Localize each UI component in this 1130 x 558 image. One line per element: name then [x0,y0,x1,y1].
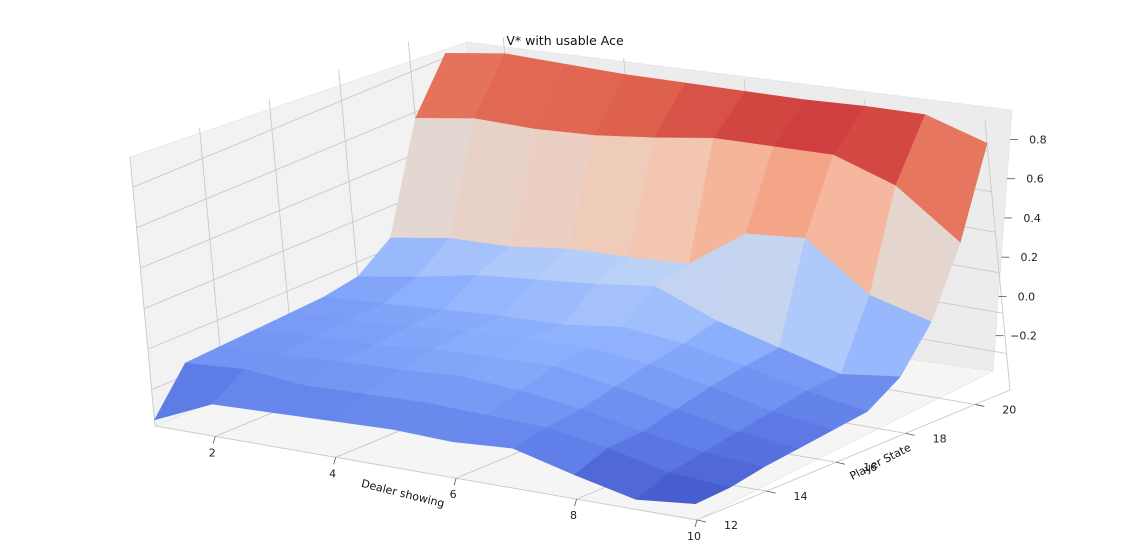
gridline-x [696,120,1011,521]
x-tick-mark [694,519,698,528]
x-tick-mark [333,457,337,465]
y-tick-mark [836,461,846,465]
x-tick-mark [453,478,457,486]
z-tick-label: 0.8 [1029,133,1047,146]
y-tick-mark [696,519,707,523]
y-tick-label: 20 [1002,403,1016,416]
z-tick-label: 0.2 [1021,251,1039,264]
y-axis-label: Player State [848,441,914,483]
y-tick-label: 14 [794,490,808,503]
x-tick-mark [574,499,577,507]
y-tick-mark [766,490,776,494]
gridline-y [129,156,698,521]
surface-mesh [154,53,988,505]
x-tick-label: 2 [209,446,216,459]
x-tick-label: 10 [687,530,701,543]
x-tick-label: 8 [570,509,577,522]
z-tick-label: 0.6 [1026,173,1044,186]
x-tick-label: 6 [450,488,457,501]
x-tick-mark [212,436,216,444]
z-tick-label: 0.0 [1018,290,1036,303]
tick-labels: 2 4 6 8 10 12 14 16 18 20 −0.2 0.0 0.2 0.4 0.6 0.8 [209,133,1047,543]
z-tick-label: 0.4 [1023,212,1041,225]
surface-patch [635,472,731,505]
y-tick-mark [975,404,985,407]
y-tick-label: 16 [863,461,877,474]
y-tick-label: 12 [724,519,738,532]
x-axis-label: Dealer showing [360,477,446,510]
z-tick-label: −0.2 [1010,330,1037,343]
y-tick-mark [905,432,915,436]
y-tick-label: 18 [933,432,947,445]
chart-title: V* with usable Ace [506,33,624,48]
x-tick-label: 4 [329,467,336,480]
